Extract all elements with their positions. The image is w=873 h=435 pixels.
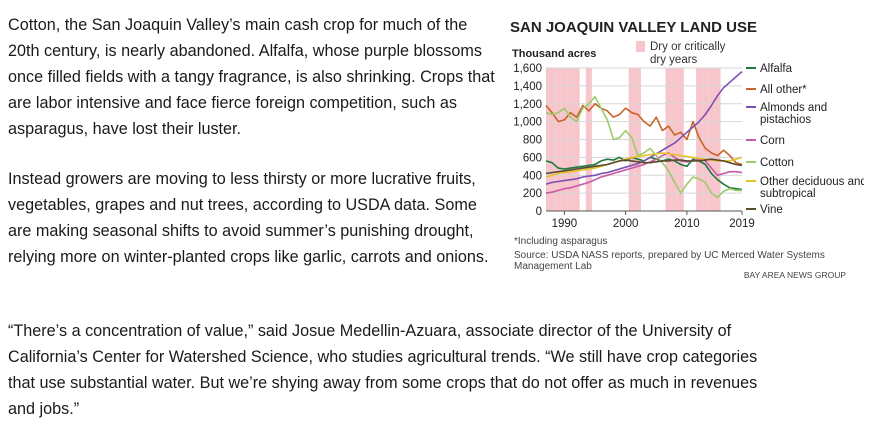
chart-source: Source: USDA NASS reports, prepared by U… bbox=[514, 250, 828, 272]
gridlines bbox=[546, 67, 742, 212]
chart-title: SAN JOAQUIN VALLEY LAND USE bbox=[510, 19, 757, 36]
y-tick-label: 1,000 bbox=[513, 117, 542, 129]
x-tick-labels: 1990 2000 2010 2019 bbox=[552, 211, 755, 230]
dry-years-legend-label: Dry or critically dry years bbox=[650, 41, 729, 66]
series-line-all-other bbox=[545, 103, 743, 166]
legend-label: Cotton bbox=[760, 157, 794, 169]
legend-label: All other* bbox=[760, 84, 807, 96]
y-tick-label: 200 bbox=[523, 188, 542, 200]
x-tick-label: 1990 bbox=[552, 218, 578, 230]
series-line-vine bbox=[545, 158, 743, 175]
series-lines bbox=[545, 70, 743, 199]
land-use-chart: SAN JOAQUIN VALLEY LAND USE Thousand acr… bbox=[510, 19, 864, 280]
x-tick-label: 2010 bbox=[674, 218, 700, 230]
chart-footnote: *Including asparagus bbox=[514, 236, 607, 247]
y-tick-label: 1,600 bbox=[513, 63, 542, 75]
legend-label: Alfalfa bbox=[760, 63, 793, 75]
legend-label: Other deciduous and subtropical bbox=[760, 176, 864, 200]
y-tick-label: 0 bbox=[536, 206, 542, 218]
legend: Alfalfa All other* Almonds and pistachios Co… bbox=[746, 63, 864, 216]
legend-label: Almonds and pistachios bbox=[760, 102, 827, 126]
article-paragraph-3: “There’s a concentration of value,” said… bbox=[8, 322, 758, 418]
x-tick-label: 2019 bbox=[729, 218, 755, 230]
article-paragraph-2: Instead growers are moving to less thirs… bbox=[8, 170, 489, 266]
legend-label: Vine bbox=[760, 204, 783, 216]
y-tick-label: 1,200 bbox=[513, 99, 542, 111]
y-tick-label: 1,400 bbox=[513, 81, 542, 93]
legend-label: Corn bbox=[760, 135, 785, 147]
series-line-corn bbox=[545, 152, 743, 194]
y-tick-label: 600 bbox=[523, 152, 542, 164]
y-axis-label: Thousand acres bbox=[512, 48, 596, 60]
series-line-almonds-and-pistachios bbox=[545, 70, 743, 185]
x-tick-label: 2000 bbox=[613, 218, 639, 230]
article-paragraph-1: Cotton, the San Joaquin Valley’s main ca… bbox=[8, 16, 495, 138]
y-tick-label: 800 bbox=[523, 135, 542, 147]
y-tick-labels: 0 200 400 600 800 1,000 1,200 1,400 1,600 bbox=[513, 63, 542, 218]
dry-years-legend-swatch bbox=[636, 41, 645, 52]
series-line-cotton bbox=[545, 95, 742, 199]
y-tick-label: 400 bbox=[523, 170, 542, 182]
chart-credit: BAY AREA NEWS GROUP bbox=[744, 270, 847, 280]
